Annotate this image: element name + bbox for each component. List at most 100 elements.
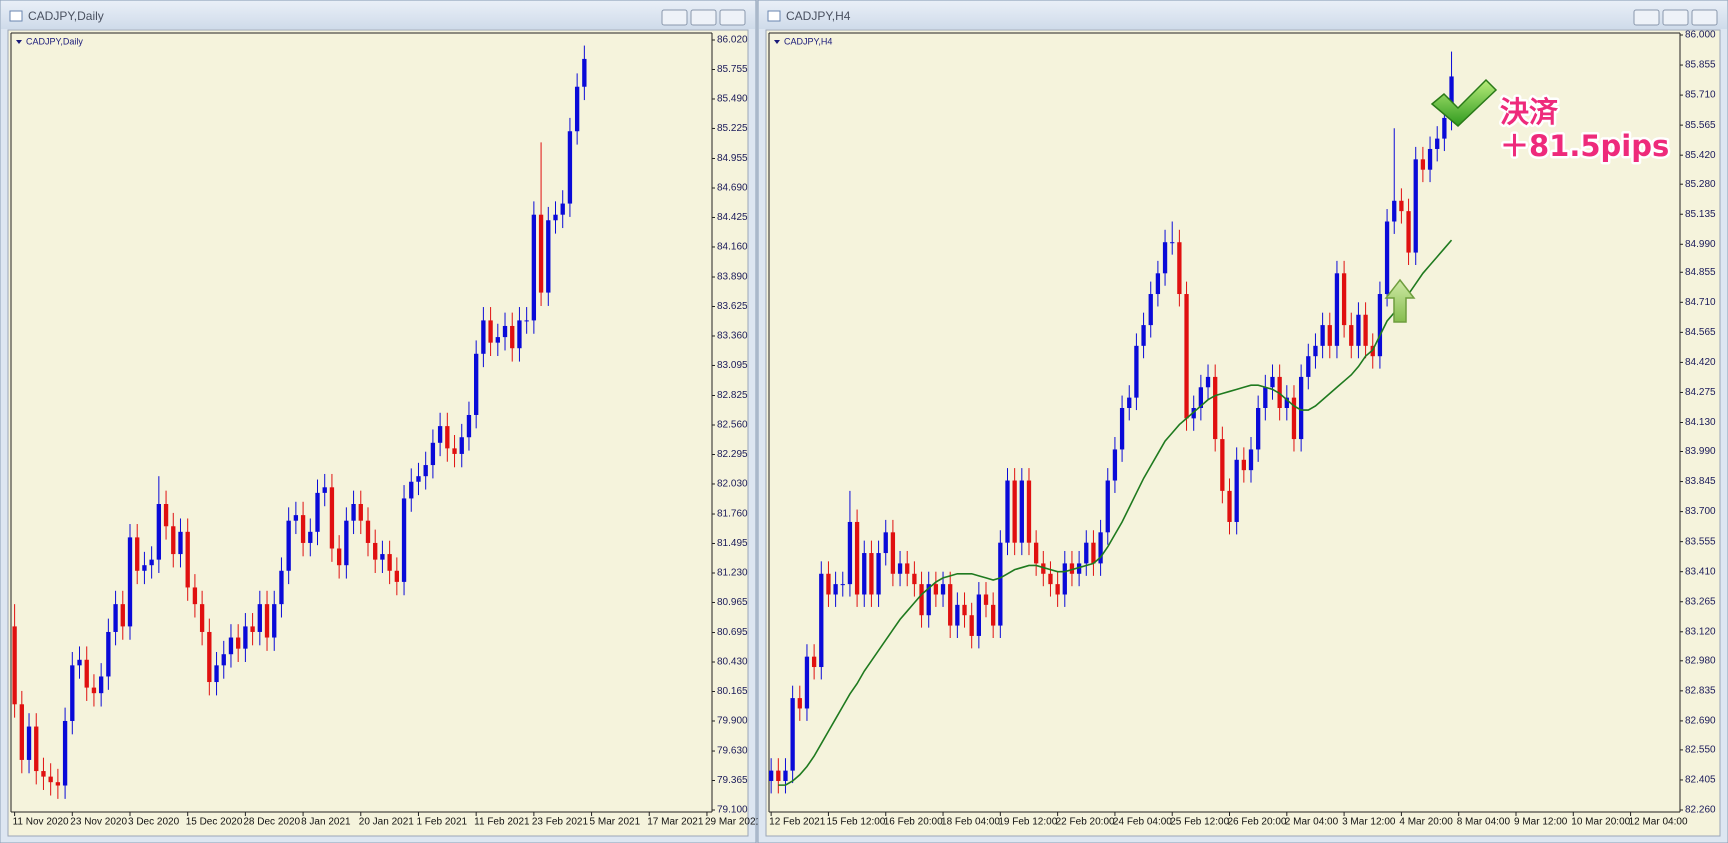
x-tick-label: 24 Feb 04:00 <box>1113 817 1172 828</box>
candle-body <box>912 573 917 585</box>
x-tick-label: 8 Mar 04:00 <box>1457 817 1511 828</box>
candle-body <box>221 654 226 666</box>
candle-body <box>919 584 924 616</box>
candle-body <box>1263 387 1268 408</box>
candle-body <box>437 426 443 443</box>
candle-body <box>876 553 881 595</box>
candle-body <box>804 656 810 709</box>
candle-body <box>416 476 421 482</box>
candle-body <box>250 626 255 632</box>
candle-body <box>1170 242 1175 244</box>
y-tick-label: 79.365 <box>717 775 748 786</box>
candle-body <box>1119 407 1125 450</box>
y-tick-label: 82.550 <box>1685 745 1716 756</box>
candle-body <box>560 203 565 215</box>
candle-body <box>1062 563 1067 595</box>
y-tick-label: 85.280 <box>1685 179 1716 190</box>
candle-body <box>567 131 573 204</box>
candle-body <box>1155 273 1161 295</box>
candle-body <box>976 594 981 636</box>
candle-body <box>1026 480 1032 543</box>
candle-body <box>91 687 97 694</box>
window-title: CADJPY,Daily <box>28 9 104 23</box>
candle-body <box>1091 542 1096 564</box>
candle-body <box>34 726 39 772</box>
y-tick-label: 83.410 <box>1685 566 1716 577</box>
candle-body <box>19 704 24 760</box>
y-tick-label: 83.120 <box>1685 626 1716 637</box>
candle-body <box>1399 200 1404 212</box>
candle-body <box>1349 325 1354 346</box>
candle-body <box>1427 148 1433 170</box>
y-tick-label: 83.700 <box>1685 506 1716 517</box>
candle-body <box>315 492 320 532</box>
candle-body <box>1105 480 1110 533</box>
candle-body <box>1384 221 1390 295</box>
x-tick-label: 18 Feb 04:00 <box>941 817 1000 828</box>
candle-body <box>207 631 212 683</box>
candle-body <box>149 559 154 566</box>
chart-label: CADJPY,Daily <box>26 36 83 46</box>
y-tick-label: 82.295 <box>717 449 748 460</box>
candle-body <box>819 573 824 668</box>
candle-body <box>178 531 183 555</box>
candle-body <box>854 521 860 595</box>
y-tick-label: 84.275 <box>1685 387 1716 398</box>
candle-body <box>1134 345 1139 398</box>
candle-body <box>1406 211 1411 253</box>
moving-average-line <box>778 239 1453 786</box>
x-tick-label: 28 Dec 2020 <box>243 817 300 828</box>
close-button[interactable] <box>1691 9 1718 26</box>
check-mark-icon <box>1430 78 1498 128</box>
candle-body <box>1413 159 1418 253</box>
y-tick-label: 83.265 <box>1685 596 1716 607</box>
candle-body <box>531 214 537 321</box>
candle-body <box>538 214 544 293</box>
y-tick-label: 80.165 <box>717 686 748 697</box>
candle-body <box>1033 542 1039 564</box>
candle-body <box>1256 407 1261 450</box>
y-tick-label: 84.565 <box>1685 327 1716 338</box>
candle-body <box>955 604 960 626</box>
x-tick-label: 12 Mar 04:00 <box>1629 817 1688 828</box>
x-tick-label: 29 Mar 2021 <box>705 817 762 828</box>
candle-body <box>142 565 147 571</box>
candle-body <box>12 626 17 705</box>
candle-body <box>401 498 407 582</box>
restore-button[interactable] <box>1662 9 1689 26</box>
y-tick-label: 84.160 <box>717 242 748 253</box>
y-tick-label: 83.990 <box>1685 446 1716 457</box>
candle-body <box>1227 490 1232 522</box>
candle-body <box>926 584 931 616</box>
x-tick-label: 3 Mar 12:00 <box>1342 817 1396 828</box>
candle-body <box>1019 480 1024 543</box>
annotation-text: ＋81.5pips <box>1500 129 1669 163</box>
candle-body <box>1141 325 1146 346</box>
candle-body <box>1298 376 1304 440</box>
candle-body <box>797 698 802 709</box>
candle-body <box>135 537 140 571</box>
candle-body <box>430 442 436 466</box>
y-tick-label: 85.855 <box>1685 60 1716 71</box>
candle-body <box>336 548 342 566</box>
close-button[interactable] <box>719 9 746 26</box>
title-bar <box>759 1 1727 29</box>
minimize-button[interactable] <box>1633 9 1660 26</box>
x-tick-label: 3 Dec 2020 <box>128 817 180 828</box>
y-tick-label: 83.625 <box>717 301 748 312</box>
candle-body <box>983 594 989 605</box>
candle-body <box>1048 573 1053 585</box>
minimize-button[interactable] <box>661 9 688 26</box>
candle-body <box>833 584 838 595</box>
y-tick-label: 81.495 <box>717 538 748 549</box>
candle-body <box>279 570 284 605</box>
chart-panel <box>7 29 749 837</box>
candle-body <box>199 604 205 632</box>
restore-button[interactable] <box>690 9 717 26</box>
candle-body <box>826 573 831 595</box>
candle-body <box>1241 459 1246 471</box>
candle-body <box>387 554 392 571</box>
x-tick-label: 8 Jan 2021 <box>301 817 351 828</box>
candle-body <box>452 448 457 454</box>
candle-body <box>1270 376 1275 388</box>
